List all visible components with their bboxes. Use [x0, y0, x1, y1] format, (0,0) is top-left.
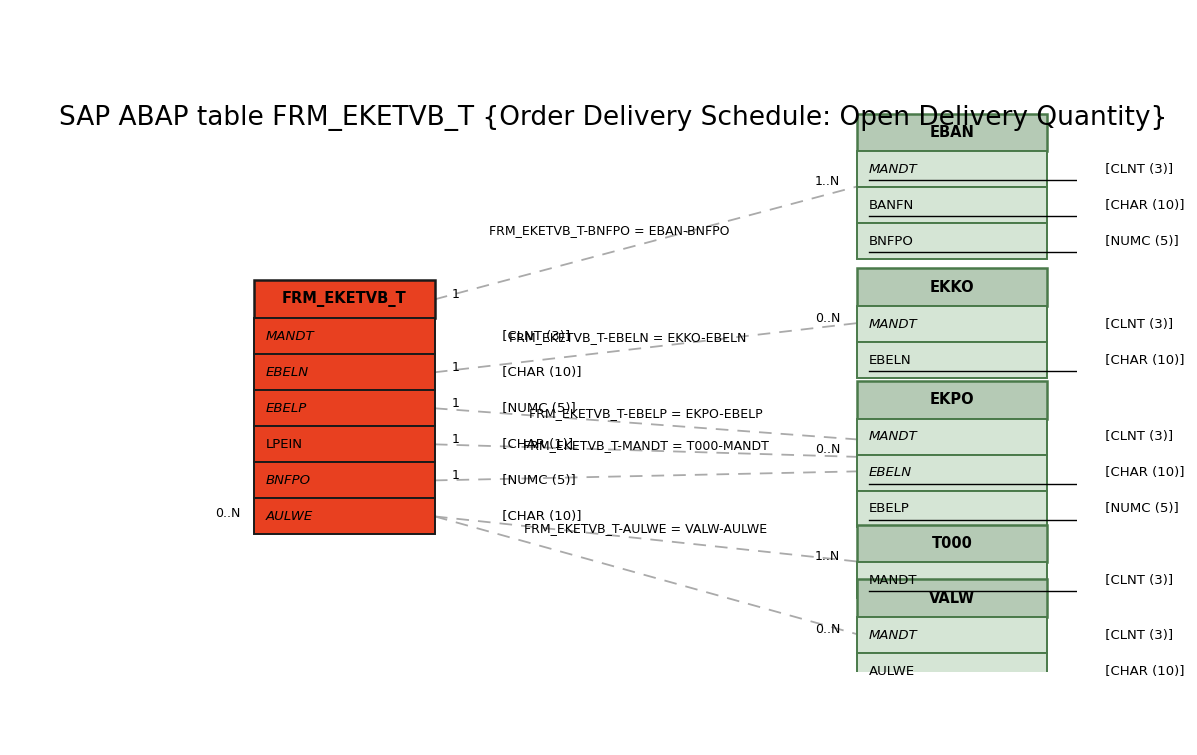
- Bar: [254, 318, 435, 354]
- Text: AULWE: AULWE: [869, 664, 916, 677]
- Text: MANDT: MANDT: [869, 574, 918, 587]
- Bar: [857, 525, 1047, 562]
- Bar: [857, 419, 1047, 455]
- Text: [CLNT (3)]: [CLNT (3)]: [1101, 318, 1173, 331]
- Bar: [254, 280, 435, 318]
- Bar: [254, 427, 435, 462]
- Text: FRM_EKETVB_T-BNFPO = EBAN-BNFPO: FRM_EKETVB_T-BNFPO = EBAN-BNFPO: [488, 223, 729, 236]
- Text: [CLNT (3)]: [CLNT (3)]: [1101, 574, 1173, 587]
- Bar: [857, 113, 1047, 151]
- Text: [CLNT (3)]: [CLNT (3)]: [498, 330, 570, 343]
- Bar: [254, 462, 435, 498]
- Text: EBELN: EBELN: [869, 467, 912, 479]
- Bar: [857, 223, 1047, 260]
- Text: 0..N: 0..N: [214, 507, 241, 520]
- Text: 0..N: 0..N: [815, 312, 840, 325]
- Text: [CHAR (10)]: [CHAR (10)]: [1101, 353, 1185, 367]
- Bar: [857, 653, 1047, 689]
- Text: [NUMC (5)]: [NUMC (5)]: [498, 402, 576, 414]
- Text: 1: 1: [451, 361, 460, 374]
- Text: FRM_EKETVB_T-MANDT = T000-MANDT: FRM_EKETVB_T-MANDT = T000-MANDT: [523, 439, 768, 452]
- Text: FRM_EKETVB_T-AULWE = VALW-AULWE: FRM_EKETVB_T-AULWE = VALW-AULWE: [524, 522, 767, 535]
- Bar: [254, 390, 435, 427]
- Text: FRM_EKETVB_T-EBELP = EKPO-EBELP: FRM_EKETVB_T-EBELP = EKPO-EBELP: [529, 407, 762, 420]
- Text: [CHAR (10)]: [CHAR (10)]: [1101, 467, 1185, 479]
- Text: FRM_EKETVB_T: FRM_EKETVB_T: [282, 291, 407, 307]
- Text: [NUMC (5)]: [NUMC (5)]: [1101, 502, 1179, 516]
- Text: T000: T000: [931, 536, 972, 551]
- Text: 0..N: 0..N: [815, 442, 840, 456]
- Text: [CHAR (10)]: [CHAR (10)]: [498, 365, 582, 379]
- Text: FRM_EKETVB_T-EBELN = EKKO-EBELN: FRM_EKETVB_T-EBELN = EKKO-EBELN: [509, 331, 746, 344]
- Text: [NUMC (5)]: [NUMC (5)]: [1101, 235, 1179, 248]
- Text: BANFN: BANFN: [869, 199, 915, 212]
- Text: SAP ABAP table FRM_EKETVB_T {Order Delivery Schedule: Open Delivery Quantity}: SAP ABAP table FRM_EKETVB_T {Order Deliv…: [60, 105, 1167, 131]
- Bar: [857, 151, 1047, 187]
- Text: AULWE: AULWE: [266, 510, 314, 523]
- Text: [CLNT (3)]: [CLNT (3)]: [1101, 430, 1173, 443]
- Text: [CLNT (3)]: [CLNT (3)]: [1101, 163, 1173, 176]
- Text: MANDT: MANDT: [869, 628, 918, 642]
- Text: MANDT: MANDT: [266, 330, 315, 343]
- Bar: [857, 381, 1047, 419]
- Text: 1: 1: [451, 288, 460, 301]
- Text: [CHAR (1)]: [CHAR (1)]: [498, 438, 573, 451]
- Bar: [857, 579, 1047, 617]
- Text: 1..N: 1..N: [815, 550, 840, 563]
- Text: EKKO: EKKO: [930, 279, 974, 294]
- Text: EKPO: EKPO: [930, 393, 974, 408]
- Text: [CHAR (10)]: [CHAR (10)]: [1101, 199, 1185, 212]
- Text: EBAN: EBAN: [930, 125, 974, 140]
- Text: MANDT: MANDT: [869, 318, 918, 331]
- Bar: [857, 562, 1047, 599]
- Bar: [857, 187, 1047, 223]
- Bar: [254, 354, 435, 390]
- Bar: [857, 306, 1047, 342]
- Text: [CHAR (10)]: [CHAR (10)]: [498, 510, 582, 523]
- Text: LPEIN: LPEIN: [266, 438, 303, 451]
- Text: 1: 1: [451, 470, 460, 482]
- Text: 1..N: 1..N: [815, 175, 840, 188]
- Text: BNFPO: BNFPO: [869, 235, 915, 248]
- Text: BNFPO: BNFPO: [266, 474, 311, 487]
- Text: [CHAR (10)]: [CHAR (10)]: [1101, 664, 1185, 677]
- Text: [NUMC (5)]: [NUMC (5)]: [498, 474, 576, 487]
- Bar: [254, 498, 435, 535]
- Bar: [857, 617, 1047, 653]
- Bar: [857, 491, 1047, 527]
- Text: 1: 1: [451, 433, 460, 446]
- Text: MANDT: MANDT: [869, 430, 918, 443]
- Text: EBELP: EBELP: [266, 402, 308, 414]
- Text: MANDT: MANDT: [869, 163, 918, 176]
- Text: [CLNT (3)]: [CLNT (3)]: [1101, 628, 1173, 642]
- Text: EBELN: EBELN: [266, 365, 309, 379]
- Text: EBELN: EBELN: [869, 353, 912, 367]
- Bar: [857, 268, 1047, 306]
- Text: 1: 1: [451, 397, 460, 410]
- Bar: [857, 455, 1047, 491]
- Text: 0..N: 0..N: [815, 623, 840, 636]
- Bar: [857, 342, 1047, 378]
- Text: VALW: VALW: [929, 590, 976, 606]
- Text: EBELP: EBELP: [869, 502, 910, 516]
